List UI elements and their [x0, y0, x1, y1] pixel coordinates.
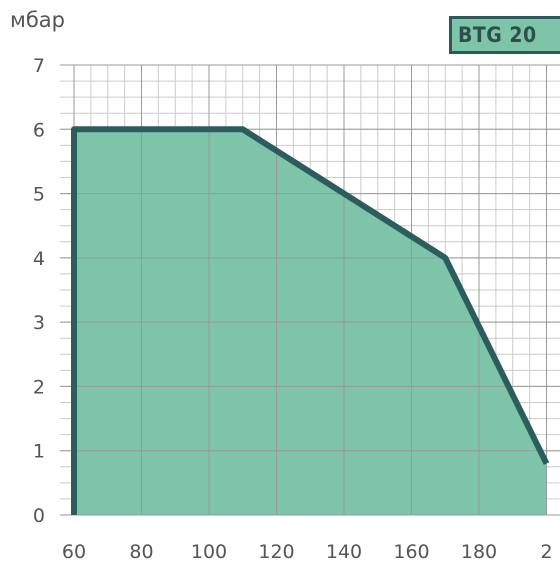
x-tick-label: 160	[393, 541, 429, 563]
y-tick-label: 7	[33, 55, 45, 77]
tick-layer: 0 1 2 3 4 5 6 7 60 80 100 120 140 160 180 2	[33, 55, 553, 563]
y-tick-label: 5	[33, 184, 45, 206]
y-axis-unit-label: мбар	[10, 8, 65, 32]
y-tick-label: 4	[33, 248, 45, 270]
x-tick-label: 100	[191, 541, 227, 563]
y-tick-label: 6	[33, 119, 45, 141]
x-tick-label: 180	[461, 541, 497, 563]
legend-badge-btg20: BTG 20	[449, 16, 560, 54]
y-tick-label: 0	[33, 505, 45, 527]
x-tick-label: 140	[326, 541, 362, 563]
line-layer	[71, 126, 550, 515]
x-tick-label: 60	[62, 541, 86, 563]
x-tick-label: 120	[258, 541, 294, 563]
y-tick-label: 3	[33, 312, 45, 334]
x-tick-label: 2	[540, 541, 552, 563]
series-line-btg20	[71, 126, 550, 515]
y-tick-label: 1	[33, 441, 45, 463]
x-tick-label: 80	[129, 541, 153, 563]
y-tick-label: 2	[33, 376, 45, 398]
